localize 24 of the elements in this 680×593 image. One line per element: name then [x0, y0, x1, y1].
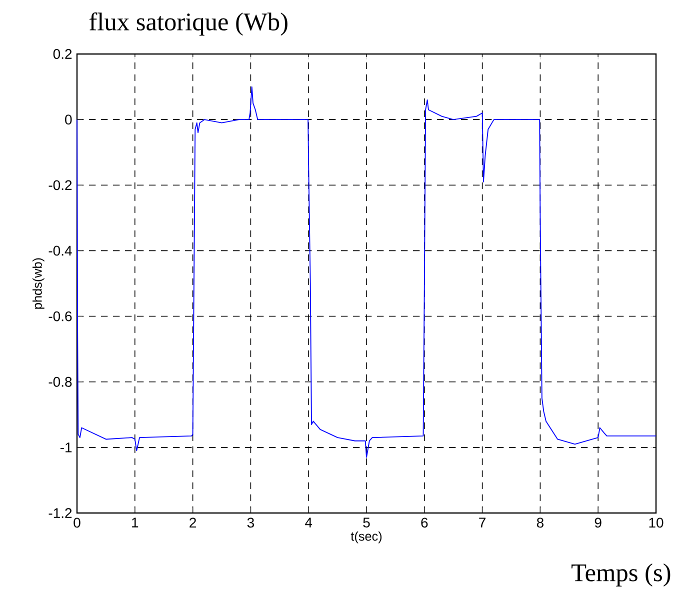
- y-tick-label: -0.4: [48, 246, 72, 256]
- x-tick-label: 10: [649, 518, 664, 528]
- y-tick-label: -1: [60, 442, 72, 452]
- chart-title: flux satorique (Wb): [89, 12, 288, 36]
- x-tick-label: 3: [247, 518, 254, 528]
- x-tick-label: 8: [536, 518, 544, 528]
- x-axis-title: t(sec): [350, 531, 382, 544]
- text: Temps (s): [572, 564, 670, 586]
- y-tick-label: -1.2: [48, 508, 72, 518]
- x-tick-label: 0: [74, 518, 80, 528]
- y-tick-label: -0.2: [48, 180, 72, 190]
- x-tick-label: 2: [190, 518, 196, 528]
- x-tick-label: 6: [421, 518, 428, 528]
- x-tick-label: 7: [479, 518, 486, 528]
- y-tick-label: -0.6: [48, 311, 72, 322]
- y-tick-label: 0: [65, 114, 72, 125]
- y-axis-title: phds(wb): [32, 258, 44, 309]
- x-tick-label: 9: [594, 518, 602, 528]
- line-series: [76, 86, 656, 458]
- y-tick-label: -0.8: [48, 376, 72, 387]
- x-tick-label: 1: [132, 518, 138, 528]
- x-tick-label: 4: [305, 518, 312, 528]
- x-tick-label: 5: [363, 518, 370, 528]
- y-tick-label: 0.2: [53, 49, 72, 59]
